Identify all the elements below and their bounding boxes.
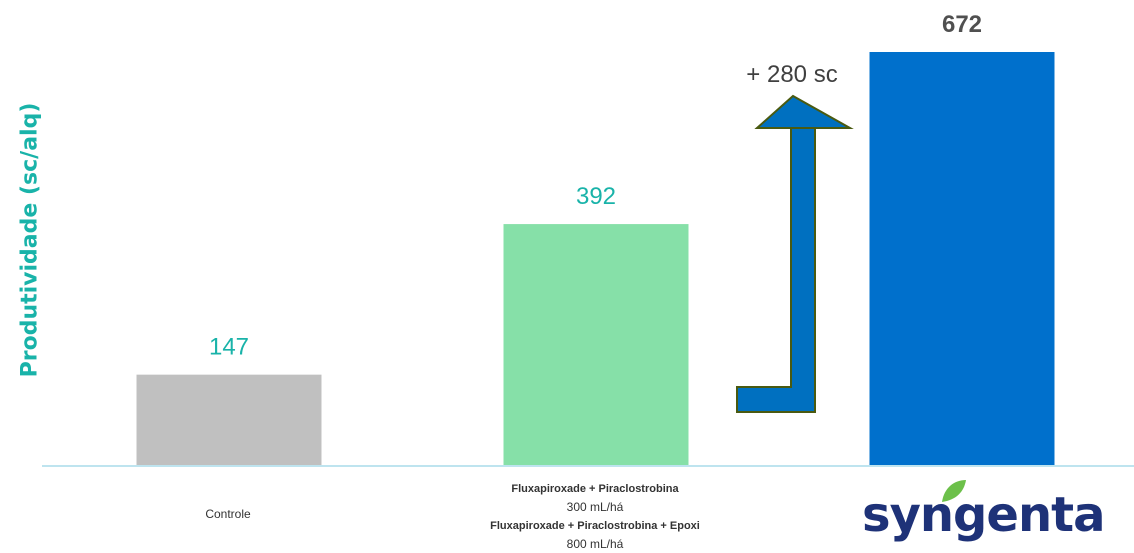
data-label-fluxapiroxade: 392	[576, 183, 616, 210]
category-label-treatment: Fluxapiroxade + Piraclostrobina 300 mL/h…	[445, 479, 745, 553]
data-label-syngenta: 672	[942, 11, 982, 38]
annotation-increase: + 280 sc	[746, 61, 837, 88]
up-arrow-icon	[736, 94, 854, 413]
treatment-line-1: Fluxapiroxade + Piraclostrobina	[511, 483, 679, 495]
category-label-controle: Controle	[128, 505, 328, 523]
leaf-icon	[942, 480, 966, 502]
brand-name: syngenta	[862, 487, 1105, 543]
treatment-line-3: Fluxapiroxade + Piraclostrobina + Epoxi	[490, 520, 700, 532]
treatment-line-2: 300 mL/há	[566, 500, 624, 514]
syngenta-logo: syngenta	[862, 478, 1105, 544]
bar-controle	[136, 374, 322, 465]
treatment-line-4: 800 mL/há	[566, 537, 624, 551]
category-controle-text: Controle	[205, 507, 251, 521]
bar-fluxapiroxade	[503, 224, 689, 465]
bar-syngenta	[869, 52, 1055, 465]
data-label-controle: 147	[209, 334, 249, 361]
y-axis-label: Produtividade (sc/alq)	[17, 102, 43, 378]
